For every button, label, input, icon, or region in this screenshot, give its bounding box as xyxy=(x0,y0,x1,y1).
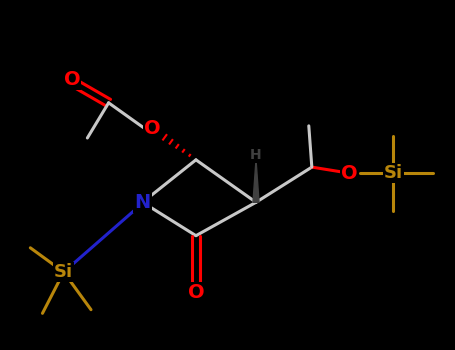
Text: Si: Si xyxy=(384,164,403,182)
Text: O: O xyxy=(341,164,358,183)
Text: N: N xyxy=(134,193,151,212)
Polygon shape xyxy=(253,160,259,202)
Text: H: H xyxy=(250,148,262,162)
Text: O: O xyxy=(187,282,204,302)
Text: Si: Si xyxy=(54,263,73,281)
Text: O: O xyxy=(144,119,161,138)
Text: O: O xyxy=(64,70,81,89)
